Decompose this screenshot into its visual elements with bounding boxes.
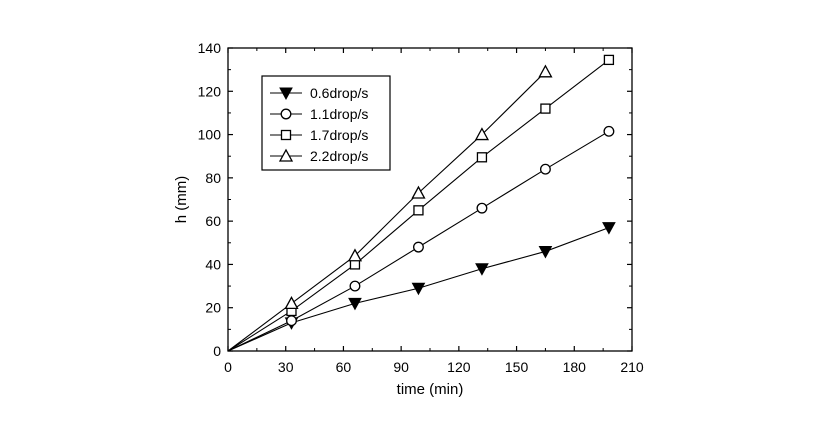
data-point bbox=[476, 202, 488, 214]
legend-label: 1.7drop/s bbox=[310, 127, 368, 143]
data-point bbox=[539, 163, 551, 175]
y-tick-label: 140 bbox=[198, 40, 222, 56]
y-tick-label: 60 bbox=[205, 213, 221, 229]
x-tick-label: 210 bbox=[620, 359, 644, 375]
data-point bbox=[284, 296, 299, 310]
y-tick-label: 80 bbox=[205, 170, 221, 186]
legend-item: 2.2drop/s bbox=[270, 148, 368, 164]
y-tick-label: 0 bbox=[213, 343, 221, 359]
data-point bbox=[413, 241, 424, 253]
legend-item: 1.7drop/s bbox=[270, 127, 368, 143]
y-tick-label: 20 bbox=[205, 300, 221, 316]
data-point bbox=[474, 127, 490, 141]
x-tick-label: 180 bbox=[563, 359, 587, 375]
legend-marker bbox=[278, 148, 294, 162]
data-point bbox=[413, 205, 424, 216]
series-line-4 bbox=[227, 71, 546, 352]
y-axis-title: h (mm) bbox=[173, 176, 190, 224]
data-point bbox=[540, 103, 551, 114]
legend-label: 1.1drop/s bbox=[310, 106, 368, 122]
x-tick-label: 60 bbox=[336, 359, 352, 375]
legend-label: 0.6drop/s bbox=[310, 85, 368, 101]
x-axis-title: time (min) bbox=[397, 381, 464, 398]
y-tick-label: 120 bbox=[198, 83, 222, 99]
y-tick-label: 100 bbox=[198, 127, 222, 143]
x-tick-label: 120 bbox=[447, 359, 471, 375]
data-point bbox=[347, 248, 363, 262]
data-point bbox=[538, 245, 553, 259]
x-tick-label: 0 bbox=[224, 359, 232, 375]
data-point bbox=[538, 64, 553, 78]
y-tick-label: 40 bbox=[205, 256, 221, 272]
legend-label: 2.2drop/s bbox=[310, 148, 368, 164]
data-point bbox=[349, 280, 361, 292]
legend-marker bbox=[279, 87, 293, 101]
data-point bbox=[603, 54, 615, 66]
x-tick-label: 90 bbox=[393, 359, 409, 375]
legend-item: 0.6drop/s bbox=[270, 85, 368, 101]
data-point bbox=[348, 297, 362, 311]
data-point bbox=[411, 282, 426, 296]
data-point bbox=[475, 263, 489, 276]
legend-marker bbox=[280, 108, 292, 120]
data-point bbox=[411, 185, 426, 199]
data-point bbox=[286, 315, 297, 327]
data-point bbox=[603, 125, 615, 137]
legend-marker bbox=[280, 129, 292, 141]
legend-item: 1.1drop/s bbox=[270, 106, 368, 122]
x-tick-label: 30 bbox=[278, 359, 294, 375]
data-point bbox=[602, 222, 616, 235]
x-tick-label: 150 bbox=[505, 359, 529, 375]
data-point bbox=[476, 152, 488, 163]
